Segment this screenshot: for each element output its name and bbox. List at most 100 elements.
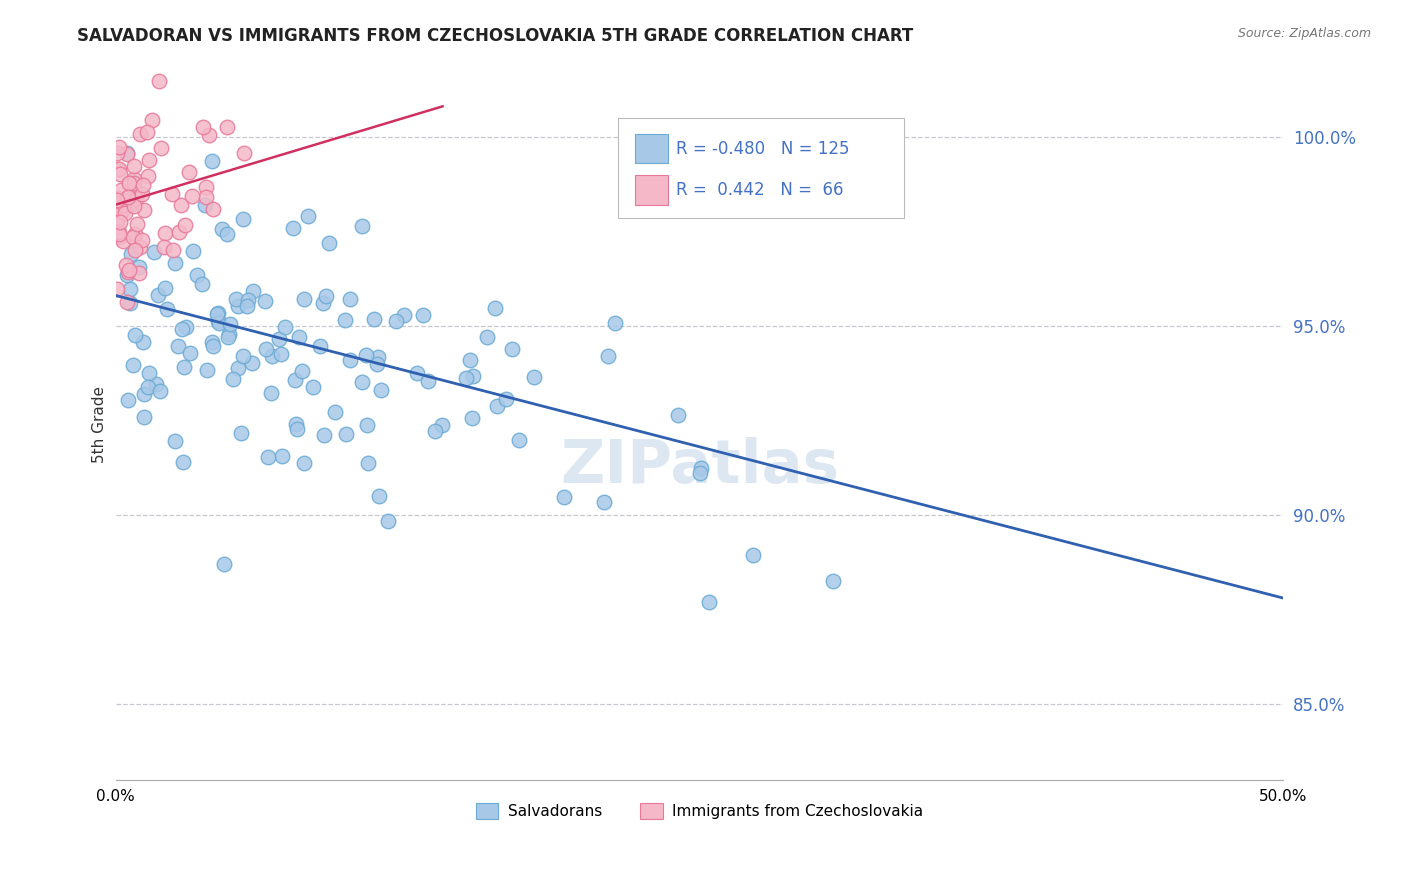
- Point: [363, 312, 385, 326]
- Point: [335, 427, 357, 442]
- Point: [271, 449, 294, 463]
- Point: [160, 186, 183, 201]
- Point: [111, 203, 134, 218]
- Point: [141, 113, 163, 128]
- Point: [167, 339, 190, 353]
- Point: [201, 339, 224, 353]
- Point: [170, 322, 193, 336]
- Y-axis label: 5th Grade: 5th Grade: [93, 385, 107, 463]
- Point: [339, 293, 361, 307]
- Point: [195, 190, 218, 204]
- Point: [553, 490, 575, 504]
- Point: [666, 408, 689, 422]
- Point: [593, 495, 616, 509]
- Point: [315, 289, 337, 303]
- Point: [115, 295, 138, 310]
- Point: [194, 180, 217, 194]
- Point: [284, 373, 307, 387]
- Point: [605, 317, 627, 331]
- Point: [287, 330, 309, 344]
- Point: [183, 244, 205, 258]
- Point: [501, 342, 523, 356]
- Text: SALVADORAN VS IMMIGRANTS FROM CZECHOSLOVAKIA 5TH GRADE CORRELATION CHART: SALVADORAN VS IMMIGRANTS FROM CZECHOSLOV…: [77, 27, 914, 45]
- Point: [285, 417, 308, 431]
- Point: [357, 456, 380, 470]
- Point: [131, 187, 153, 202]
- Point: [127, 217, 149, 231]
- Point: [297, 209, 319, 223]
- Point: [176, 320, 198, 334]
- Point: [218, 327, 240, 342]
- Point: [177, 165, 200, 179]
- Point: [523, 370, 546, 384]
- Point: [274, 319, 297, 334]
- Point: [333, 313, 356, 327]
- Point: [226, 299, 249, 313]
- Point: [122, 230, 145, 244]
- Point: [115, 147, 138, 161]
- Point: [105, 193, 128, 207]
- Point: [484, 301, 506, 315]
- Point: [138, 380, 160, 394]
- Point: [215, 120, 238, 134]
- Point: [495, 392, 517, 407]
- Point: [165, 256, 187, 270]
- Point: [122, 358, 145, 372]
- Point: [107, 211, 129, 225]
- Point: [179, 346, 201, 360]
- Point: [366, 357, 388, 371]
- Point: [118, 263, 141, 277]
- Point: [198, 128, 221, 143]
- Text: R =  0.442   N =  66: R = 0.442 N = 66: [676, 181, 844, 199]
- Point: [110, 182, 132, 196]
- Point: [356, 417, 378, 432]
- Point: [174, 219, 197, 233]
- Point: [142, 245, 165, 260]
- Point: [207, 306, 229, 320]
- Point: [281, 220, 304, 235]
- Point: [124, 159, 146, 173]
- Point: [287, 422, 309, 436]
- Point: [108, 167, 131, 181]
- Point: [153, 240, 176, 254]
- Point: [149, 384, 172, 399]
- Point: [108, 140, 131, 154]
- Point: [173, 359, 195, 374]
- Point: [254, 293, 277, 308]
- Point: [821, 574, 844, 589]
- Point: [219, 317, 242, 331]
- Point: [115, 258, 138, 272]
- Point: [211, 221, 233, 235]
- Point: [232, 211, 254, 226]
- Point: [132, 409, 155, 424]
- Point: [132, 203, 155, 218]
- Point: [131, 233, 153, 247]
- Point: [145, 376, 167, 391]
- Bar: [636, 134, 668, 163]
- Point: [118, 197, 141, 211]
- Point: [689, 467, 711, 481]
- Point: [370, 384, 392, 398]
- Point: [432, 417, 454, 432]
- Point: [132, 387, 155, 401]
- Point: [105, 145, 128, 160]
- Point: [122, 176, 145, 190]
- Point: [292, 292, 315, 306]
- Point: [146, 288, 169, 302]
- Point: [148, 74, 170, 88]
- Point: [458, 353, 481, 368]
- Point: [242, 284, 264, 298]
- Point: [115, 145, 138, 160]
- Point: [120, 282, 142, 296]
- Point: [201, 153, 224, 168]
- Point: [117, 392, 139, 407]
- Point: [107, 225, 129, 239]
- Point: [312, 296, 335, 310]
- Point: [596, 349, 619, 363]
- Point: [339, 352, 361, 367]
- Point: [240, 356, 263, 370]
- Point: [156, 302, 179, 317]
- Point: [356, 348, 378, 362]
- Point: [384, 314, 406, 328]
- Point: [260, 386, 283, 401]
